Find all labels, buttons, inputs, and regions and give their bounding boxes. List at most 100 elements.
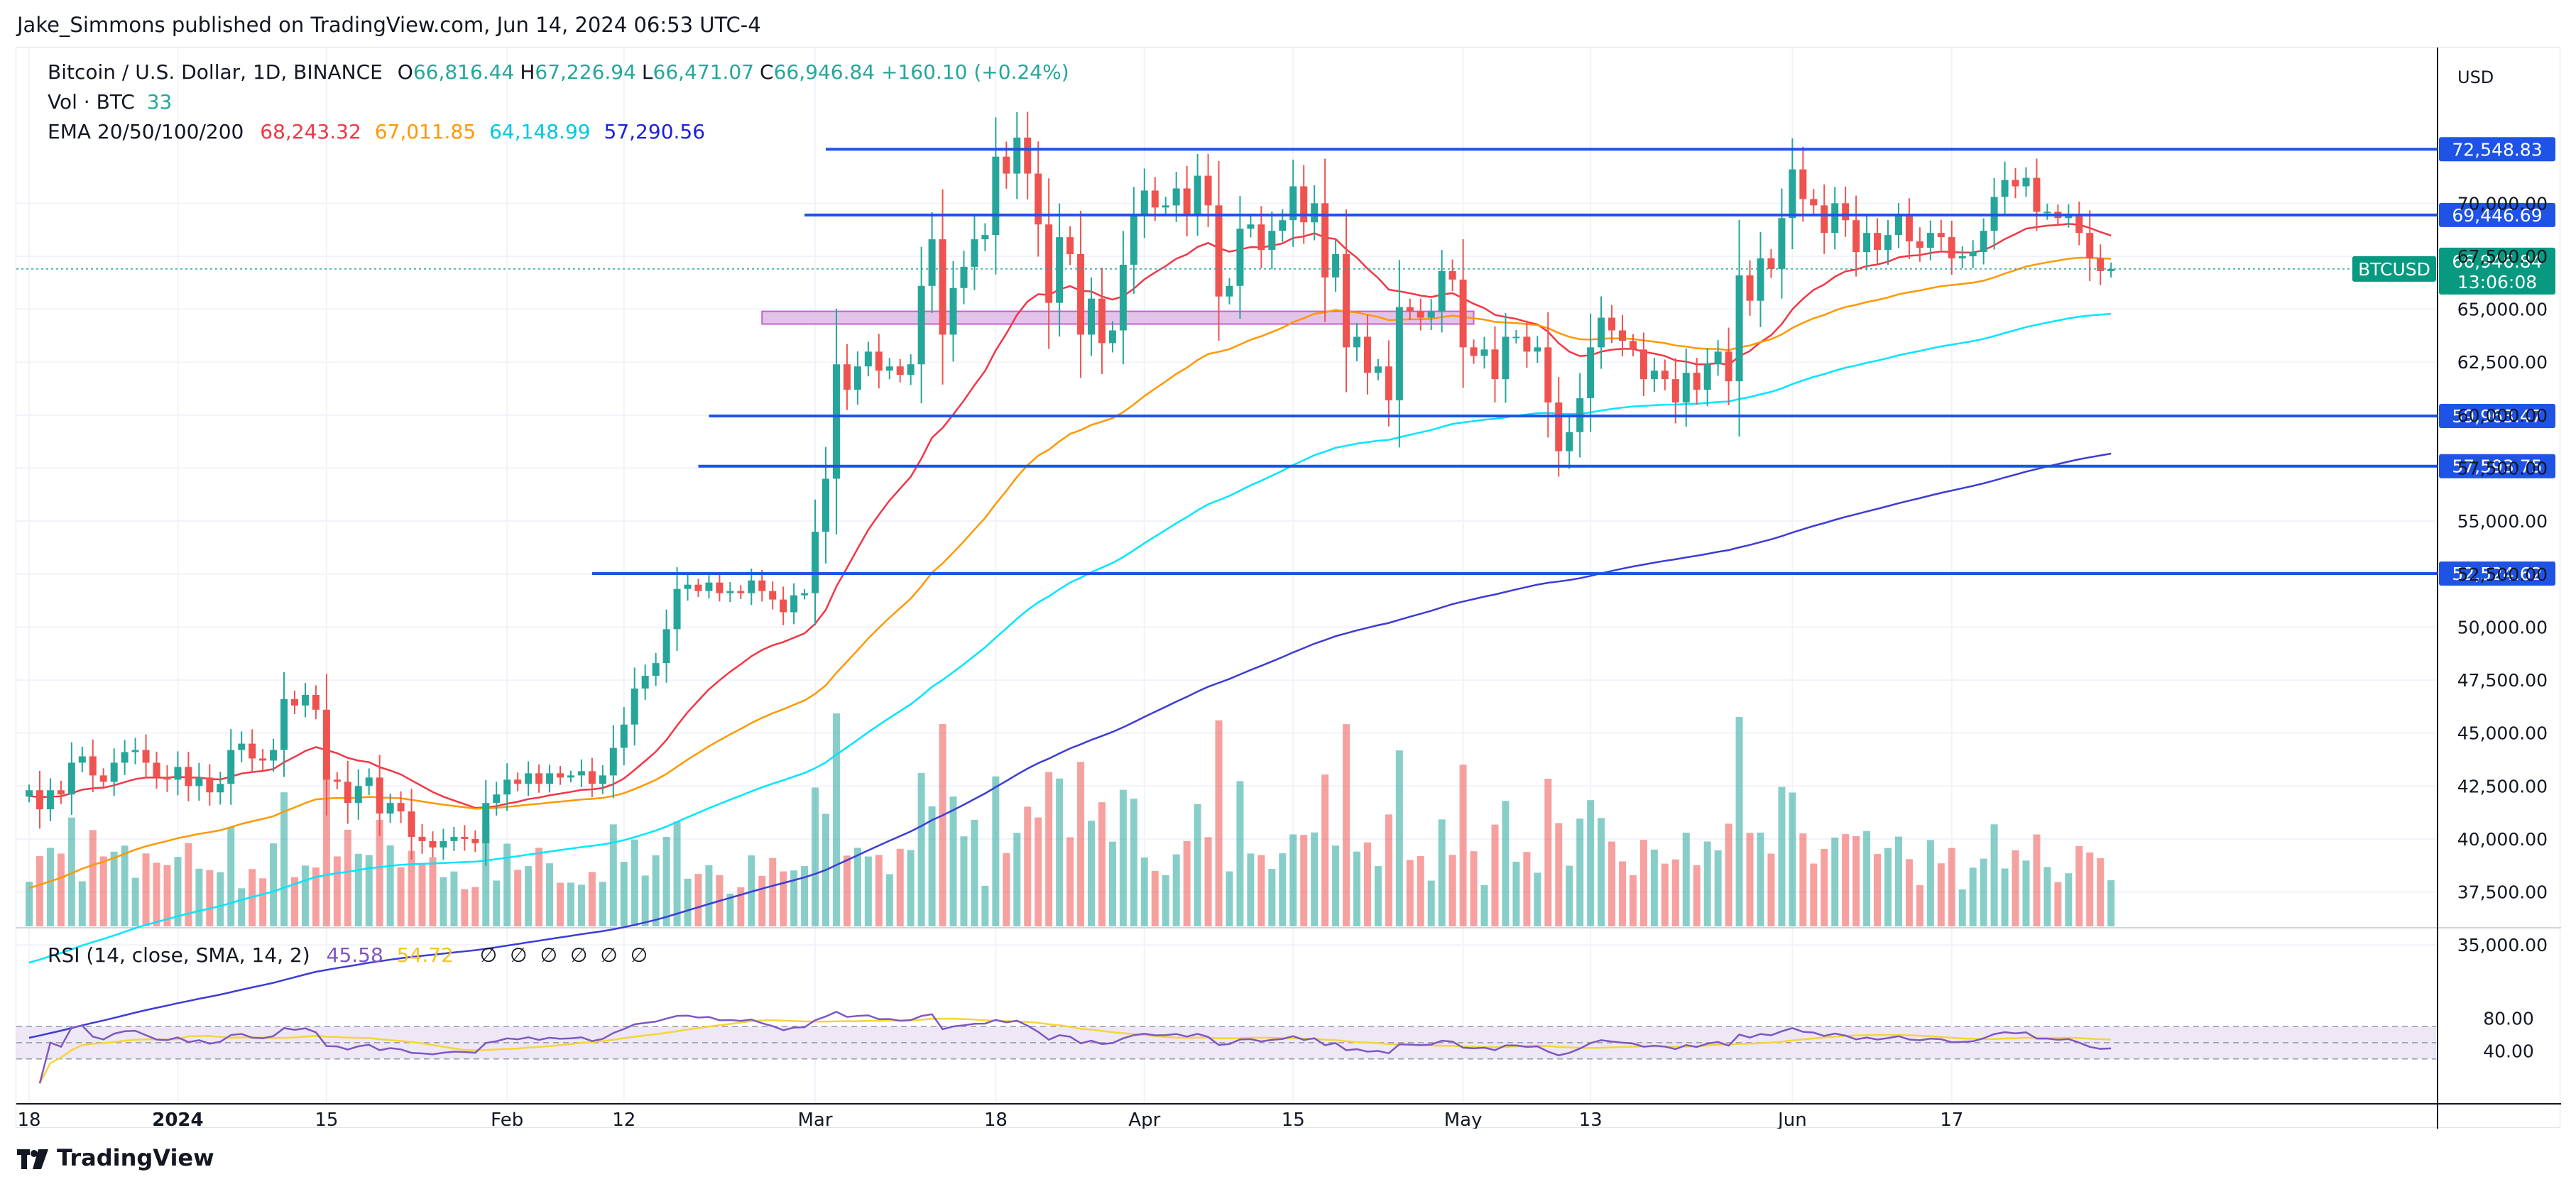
rsi-line: [38, 1010, 2112, 1084]
volume-bar: [1279, 853, 1287, 926]
volume-bar: [641, 875, 649, 926]
candle-body: [535, 773, 543, 784]
volume-bar: [1162, 875, 1169, 926]
x-tick-label: 18: [17, 1109, 40, 1129]
volume-bar: [737, 887, 745, 926]
ohlc-value-o: 66,816.44: [413, 60, 515, 84]
volume-bar: [2033, 834, 2041, 926]
y-tick-label: 40,000.00: [2457, 829, 2548, 850]
volume-bar: [525, 866, 533, 926]
volume-bar: [1512, 861, 1520, 926]
volume-bar: [1725, 823, 1732, 926]
symbol-name: Bitcoin / U.S. Dollar, 1D, BINANCE: [48, 60, 383, 84]
candle-body: [588, 771, 596, 784]
candle-body: [1353, 336, 1360, 348]
candle-body: [599, 775, 606, 784]
candle-body: [471, 838, 479, 843]
ema100-line: [28, 312, 2112, 964]
candle-body: [1821, 205, 1828, 234]
candle-body: [1311, 203, 1319, 223]
volume-bar: [1566, 865, 1573, 926]
candle-body: [1289, 186, 1297, 221]
volume-bar: [1172, 854, 1180, 926]
volume-bar: [588, 872, 596, 926]
volume-bar: [758, 875, 766, 926]
candle-body: [312, 694, 320, 710]
chart-frame[interactable]: 72,548.83 69,446.69 59,963.47 57,593.75 52,5…: [16, 47, 2561, 1129]
volume-bar: [2065, 873, 2073, 926]
volume-bar: [1119, 789, 1127, 926]
volume-bar: [322, 769, 330, 926]
volume-bar: [1863, 831, 1871, 926]
tradingview-logo[interactable]: TradingView: [17, 1144, 214, 1171]
candle-body: [960, 266, 968, 288]
candle-body: [1937, 233, 1945, 238]
candle-body: [1056, 237, 1064, 303]
y-tick-label: 52,500.00: [2457, 564, 2548, 585]
x-tick-label: Apr: [1128, 1109, 1160, 1129]
candle-body: [429, 840, 437, 848]
candle-body: [1587, 347, 1595, 398]
volume-bar: [365, 855, 373, 926]
volume-bar: [46, 848, 54, 926]
volume-bar: [535, 848, 543, 926]
candle-body: [1279, 220, 1287, 231]
volume-bar: [1544, 779, 1552, 926]
volume-bar: [1311, 832, 1319, 926]
candle-body: [440, 840, 447, 848]
price-chart[interactable]: 72,548.83 69,446.69 59,963.47 57,593.75 52,5…: [16, 48, 2561, 1129]
volume-bar: [832, 713, 840, 926]
candle-body: [482, 803, 490, 843]
candle-body: [163, 777, 171, 780]
candle-body: [1321, 203, 1329, 278]
volume-bar: [1300, 835, 1308, 926]
candle-body: [1703, 364, 1711, 390]
grid: [16, 48, 2561, 1129]
candle-body: [1671, 379, 1679, 402]
volume-bar: [1661, 863, 1669, 926]
volume-bar: [1045, 772, 1053, 926]
candle-body: [1236, 229, 1244, 286]
volume-bar: [1470, 851, 1478, 926]
candle-body: [525, 773, 533, 784]
volume-bar: [896, 848, 904, 926]
volume-bar: [673, 821, 681, 926]
volume-bar: [57, 853, 65, 926]
candle-body: [1852, 220, 1860, 253]
volume-bar: [26, 882, 33, 926]
volume-bar: [1852, 835, 1860, 926]
volume-bar: [312, 867, 320, 926]
x-tick-label: 15: [1282, 1109, 1305, 1129]
candle-body: [2043, 212, 2051, 214]
ohlc-value-h: 67,226.94: [535, 60, 636, 84]
rsi-tick-label: 80.00: [2483, 1008, 2534, 1029]
volume-bar: [1183, 840, 1191, 926]
volume-bar: [1926, 840, 1934, 926]
ohlc-key-l: L: [641, 60, 653, 84]
volume-bar: [1958, 889, 1966, 926]
candle-body: [227, 750, 235, 784]
candle-body: [1215, 205, 1223, 297]
volume-bar: [2086, 852, 2094, 926]
volume-bar: [1151, 870, 1159, 926]
symbol-tag-bg: [2352, 256, 2436, 282]
volume-bar: [1523, 852, 1531, 926]
candle-body: [546, 773, 554, 784]
candle-body: [1534, 347, 1541, 352]
candle-body: [1926, 233, 1934, 248]
level-label-bg: [2439, 403, 2555, 428]
level-label: 59,963.47: [2452, 406, 2542, 427]
y-tick-label: 57,500.00: [2457, 459, 2548, 479]
candle-body: [1385, 366, 1392, 400]
volume-bar: [89, 830, 97, 926]
volume-bar: [1598, 818, 1605, 926]
candle-body: [99, 775, 107, 782]
volume-label: Vol · BTC: [48, 90, 135, 114]
volume-bar: [2054, 882, 2062, 926]
volume-bar: [1937, 863, 1945, 926]
volume-bar: [885, 874, 893, 926]
volume-bar: [1682, 832, 1690, 926]
candle-body: [949, 287, 957, 335]
volume-bar: [1671, 859, 1679, 926]
volume-bar: [1108, 841, 1116, 926]
